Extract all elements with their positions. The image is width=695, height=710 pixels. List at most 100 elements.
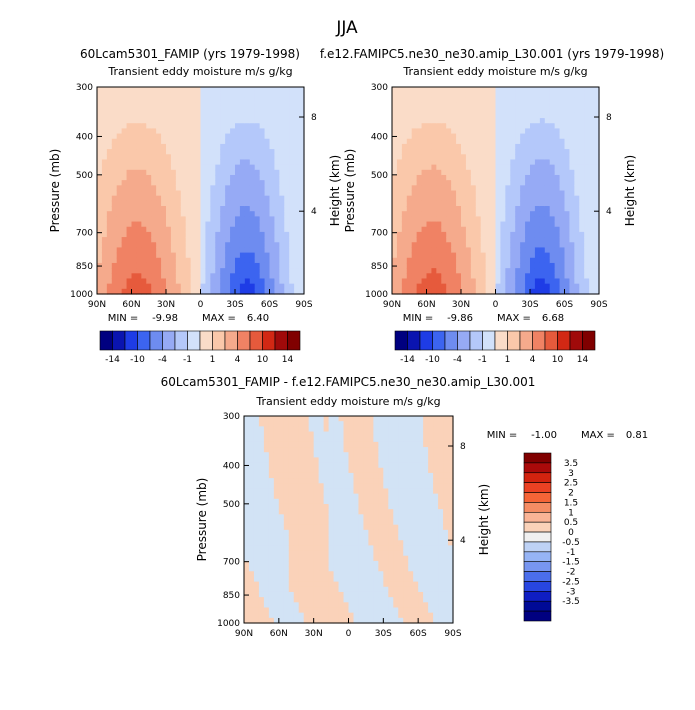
field-cell xyxy=(520,226,526,233)
field-cell xyxy=(195,97,202,104)
field-cell xyxy=(392,200,398,207)
x-tick-label: 0 xyxy=(198,300,204,310)
field-cell xyxy=(539,195,546,202)
field-cell xyxy=(106,237,113,243)
field-cell xyxy=(308,431,315,438)
field-cell xyxy=(298,581,305,588)
field-cell xyxy=(289,273,295,280)
field-cell xyxy=(264,231,271,238)
field-cell xyxy=(97,252,103,259)
field-cell xyxy=(589,143,595,150)
field-cell xyxy=(525,185,531,192)
field-cell xyxy=(279,237,285,243)
field-cell xyxy=(584,128,590,135)
field-cell xyxy=(97,206,103,212)
field-cell xyxy=(539,216,546,223)
field-cell xyxy=(470,221,477,228)
field-cell xyxy=(431,143,437,150)
field-cell xyxy=(510,268,516,274)
field-cell xyxy=(584,216,590,223)
field-cell xyxy=(358,586,365,593)
field-cell xyxy=(490,283,497,290)
field-cell xyxy=(408,416,414,422)
field-cell xyxy=(239,273,246,280)
field-cell xyxy=(431,231,437,238)
field-cell xyxy=(210,118,216,124)
field-cell xyxy=(406,169,413,176)
field-cell xyxy=(520,118,526,124)
field-cell xyxy=(273,519,280,526)
field-cell xyxy=(190,149,197,155)
field-cell xyxy=(461,262,467,269)
field-cell xyxy=(343,550,350,557)
field-cell xyxy=(480,268,487,274)
field-cell xyxy=(431,283,437,290)
field-cell xyxy=(225,97,231,104)
field-cell xyxy=(283,607,290,614)
field-cell xyxy=(584,206,590,212)
field-cell xyxy=(515,92,521,98)
field-cell xyxy=(338,436,345,443)
field-cell xyxy=(299,128,305,135)
field-cell xyxy=(205,174,211,181)
field-cell xyxy=(388,581,394,588)
field-cell xyxy=(436,257,442,264)
field-cell xyxy=(413,581,419,588)
field-cell xyxy=(368,545,374,552)
field-cell xyxy=(406,123,413,129)
field-cell xyxy=(495,149,502,155)
field-cell xyxy=(411,221,418,228)
field-cell xyxy=(116,185,123,192)
field-cell xyxy=(249,112,256,119)
field-cell xyxy=(480,288,487,295)
field-cell xyxy=(475,133,482,140)
field-cell xyxy=(461,216,467,223)
field-cell xyxy=(126,133,133,140)
field-cell xyxy=(368,566,374,572)
field-cell xyxy=(574,206,580,212)
field-cell xyxy=(258,426,265,433)
field-cell xyxy=(368,514,374,521)
field-cell xyxy=(510,123,516,129)
field-cell xyxy=(195,138,202,145)
field-cell xyxy=(244,576,250,583)
field-cell xyxy=(525,273,531,280)
field-cell xyxy=(318,540,325,546)
field-cell xyxy=(294,257,300,264)
field-cell xyxy=(413,488,419,495)
field-cell xyxy=(328,467,335,474)
field-cell xyxy=(378,488,384,495)
field-cell xyxy=(225,252,231,259)
field-cell xyxy=(426,159,433,166)
field-cell xyxy=(244,87,251,93)
field-cell xyxy=(121,247,128,254)
field-cell xyxy=(378,591,384,598)
field-cell xyxy=(146,211,152,217)
field-cell xyxy=(418,503,424,510)
field-cell xyxy=(258,493,265,500)
field-cell xyxy=(441,149,447,155)
field-cell xyxy=(539,278,546,285)
field-cell xyxy=(525,190,531,197)
field-cell xyxy=(190,164,197,171)
x-tick-label: 30S xyxy=(226,300,243,310)
field-cell xyxy=(244,159,251,166)
field-cell xyxy=(589,112,595,119)
field-cell xyxy=(426,133,433,140)
field-cell xyxy=(373,462,379,469)
field-cell xyxy=(465,200,472,207)
field-cell xyxy=(423,540,429,546)
field-cell xyxy=(121,169,128,176)
field-cell xyxy=(298,421,305,427)
field-cell xyxy=(299,149,305,155)
field-cell xyxy=(428,421,434,427)
field-cell xyxy=(510,262,516,269)
field-cell xyxy=(534,268,541,274)
field-cell xyxy=(393,586,399,593)
field-cell xyxy=(116,247,123,254)
field-cell xyxy=(480,252,487,259)
field-cell xyxy=(121,252,128,259)
field-cell xyxy=(413,416,419,422)
field-cell xyxy=(248,581,255,588)
field-cell xyxy=(136,180,142,186)
